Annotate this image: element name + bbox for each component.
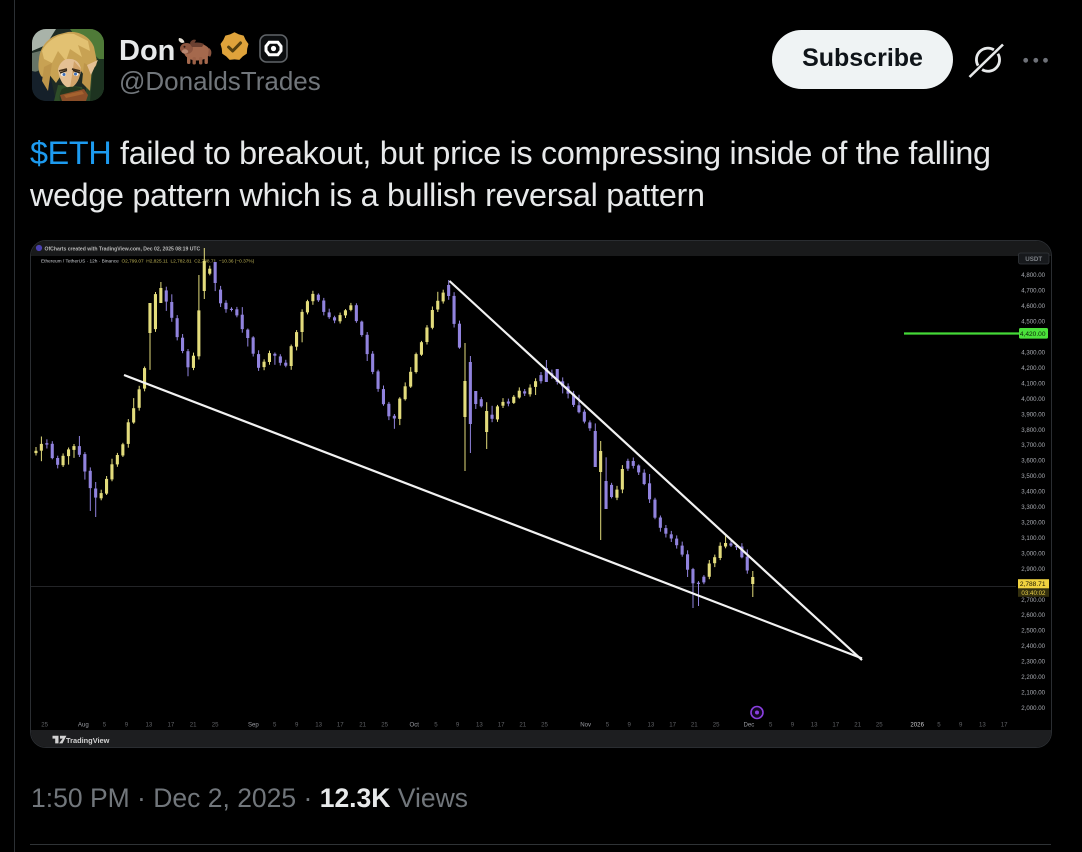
- svg-text:2,600.00: 2,600.00: [1021, 612, 1045, 619]
- svg-text:17: 17: [669, 722, 676, 729]
- svg-text:25: 25: [541, 722, 548, 729]
- svg-text:3,400.00: 3,400.00: [1021, 489, 1045, 496]
- svg-text:9: 9: [125, 722, 129, 729]
- svg-text:Nov: Nov: [580, 722, 592, 729]
- svg-text:Sep: Sep: [248, 722, 259, 729]
- svg-text:9: 9: [628, 722, 632, 729]
- svg-text:3,900.00: 3,900.00: [1021, 411, 1045, 418]
- svg-text:TradingView: TradingView: [66, 736, 110, 745]
- svg-text:3,300.00: 3,300.00: [1021, 504, 1045, 511]
- svg-text:17: 17: [1001, 722, 1008, 729]
- svg-text:Dec: Dec: [743, 722, 754, 729]
- svg-text:3,500.00: 3,500.00: [1021, 473, 1045, 480]
- svg-text:25: 25: [212, 722, 219, 729]
- svg-text:USDT: USDT: [1025, 256, 1042, 263]
- svg-text:21: 21: [691, 722, 698, 729]
- svg-text:5: 5: [434, 722, 438, 729]
- svg-text:13: 13: [146, 722, 153, 729]
- svg-text:9: 9: [456, 722, 460, 729]
- svg-text:13: 13: [315, 722, 322, 729]
- svg-text:17: 17: [337, 722, 344, 729]
- svg-text:4,500.00: 4,500.00: [1021, 319, 1045, 326]
- svg-text:5: 5: [103, 722, 107, 729]
- svg-text:13: 13: [648, 722, 655, 729]
- svg-text:5: 5: [606, 722, 610, 729]
- svg-text:2,900.00: 2,900.00: [1021, 566, 1045, 573]
- svg-text:3,000.00: 3,000.00: [1021, 550, 1045, 557]
- svg-text:9: 9: [791, 722, 795, 729]
- svg-text:13: 13: [811, 722, 818, 729]
- svg-text:4,200.00: 4,200.00: [1021, 365, 1045, 372]
- svg-text:4,700.00: 4,700.00: [1021, 288, 1045, 295]
- svg-text:3,100.00: 3,100.00: [1021, 535, 1045, 542]
- svg-text:4,300.00: 4,300.00: [1021, 350, 1045, 357]
- svg-text:25: 25: [41, 722, 48, 729]
- svg-text:5: 5: [937, 722, 941, 729]
- svg-text:4,420.00: 4,420.00: [1020, 331, 1046, 338]
- svg-text:2,500.00: 2,500.00: [1021, 628, 1045, 635]
- svg-text:2,200.00: 2,200.00: [1021, 674, 1045, 681]
- svg-text:Oct: Oct: [409, 722, 419, 729]
- svg-text:17: 17: [498, 722, 505, 729]
- svg-text:3,200.00: 3,200.00: [1021, 520, 1045, 527]
- svg-text:Ethereum / TetherUS · 12h · Bi: Ethereum / TetherUS · 12h · Binance O2,7…: [41, 259, 255, 265]
- svg-text:25: 25: [876, 722, 883, 729]
- svg-text:4,100.00: 4,100.00: [1021, 380, 1045, 387]
- svg-text:3,600.00: 3,600.00: [1021, 458, 1045, 465]
- svg-text:13: 13: [979, 722, 986, 729]
- svg-text:4,800.00: 4,800.00: [1021, 272, 1045, 279]
- svg-text:2,788.71: 2,788.71: [1020, 581, 1046, 588]
- svg-text:OfCharts created with TradingV: OfCharts created with TradingView.com, D…: [45, 247, 201, 253]
- svg-text:13: 13: [476, 722, 483, 729]
- svg-text:25: 25: [713, 722, 720, 729]
- svg-text:9: 9: [959, 722, 963, 729]
- svg-text:9: 9: [295, 722, 299, 729]
- svg-text:2,400.00: 2,400.00: [1021, 643, 1045, 650]
- svg-text:03:40:02: 03:40:02: [1021, 590, 1046, 597]
- svg-text:5: 5: [769, 722, 773, 729]
- svg-text:5: 5: [273, 722, 277, 729]
- svg-text:21: 21: [190, 722, 197, 729]
- svg-text:4,000.00: 4,000.00: [1021, 396, 1045, 403]
- svg-text:21: 21: [359, 722, 366, 729]
- svg-text:2,100.00: 2,100.00: [1021, 690, 1045, 697]
- svg-text:21: 21: [519, 722, 526, 729]
- svg-text:Aug: Aug: [78, 722, 89, 729]
- svg-text:21: 21: [854, 722, 861, 729]
- svg-text:2,700.00: 2,700.00: [1021, 597, 1045, 604]
- svg-text:3,800.00: 3,800.00: [1021, 427, 1045, 434]
- svg-text:2,000.00: 2,000.00: [1021, 705, 1045, 712]
- svg-text:4,600.00: 4,600.00: [1021, 303, 1045, 310]
- svg-text:17: 17: [832, 722, 839, 729]
- svg-text:17: 17: [168, 722, 175, 729]
- svg-text:2026: 2026: [910, 722, 924, 729]
- svg-text:3,700.00: 3,700.00: [1021, 442, 1045, 449]
- svg-text:2,300.00: 2,300.00: [1021, 659, 1045, 666]
- svg-text:25: 25: [381, 722, 388, 729]
